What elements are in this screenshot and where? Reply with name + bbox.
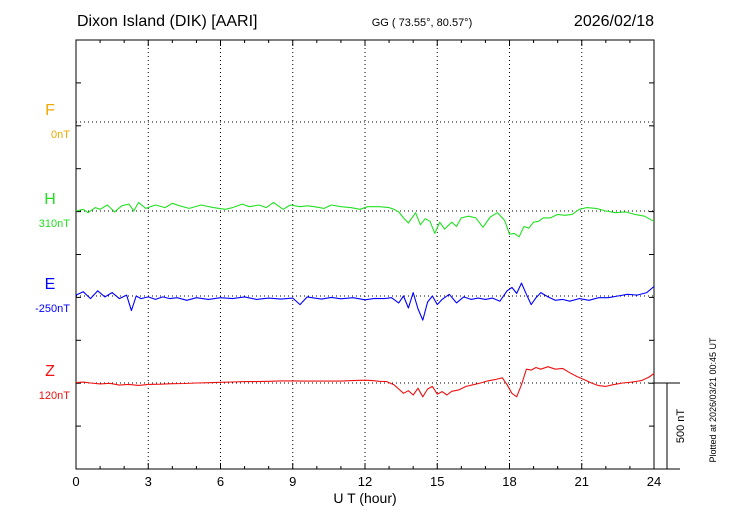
geographic-coords: GG ( 73.55°, 80.57°) [372, 17, 473, 29]
x-tick-label: 15 [430, 474, 444, 489]
x-tick-label: 24 [647, 474, 661, 489]
plotted-timestamp: Plotted at 2026/03/21 00:45 UT [708, 337, 718, 463]
station-title: Dixon Island (DIK) [AARI] [77, 13, 258, 30]
series-baseline-h: 310nT [39, 218, 70, 230]
x-tick-label: 9 [289, 474, 296, 489]
x-tick-label: 6 [217, 474, 224, 489]
x-tick-label: 21 [575, 474, 589, 489]
scale-bar: 500 nT [654, 382, 687, 470]
x-tick-labels: 0 3 6 9 12 15 18 21 24 [72, 474, 661, 489]
series-name-h: H [44, 191, 56, 208]
trace-z [75, 366, 655, 398]
x-tick-label: 3 [145, 474, 152, 489]
series-name-f: F [45, 102, 55, 119]
x-axis-label: U T (hour) [333, 490, 396, 506]
series-baseline-f: 0nT [51, 129, 70, 141]
x-tick-label: 12 [358, 474, 372, 489]
axis-ticks [75, 39, 655, 470]
date-label: 2026/02/18 [574, 13, 654, 30]
series-name-z: Z [45, 363, 55, 380]
trace-e [75, 282, 655, 321]
series-labels: F 0nT H 310nT E -250nT Z 120nT [35, 102, 70, 402]
series-name-e: E [45, 276, 56, 293]
data-traces [75, 201, 655, 398]
scale-bar-label: 500 nT [675, 409, 687, 444]
trace-h [75, 201, 655, 238]
series-baseline-e: -250nT [35, 303, 70, 315]
series-baseline-z: 120nT [39, 390, 70, 402]
x-tick-label: 0 [72, 474, 79, 489]
x-tick-label: 18 [502, 474, 516, 489]
grid-lines [76, 40, 654, 469]
